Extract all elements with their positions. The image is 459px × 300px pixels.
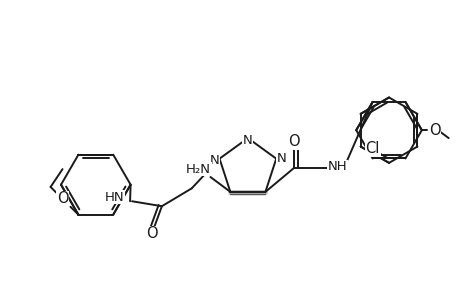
- Text: N: N: [242, 134, 252, 147]
- Text: O: O: [288, 134, 300, 149]
- Text: N: N: [209, 154, 219, 167]
- Text: O: O: [56, 191, 68, 206]
- Text: N: N: [276, 152, 285, 165]
- Text: NH: NH: [326, 160, 346, 173]
- Text: H₂N: H₂N: [185, 163, 211, 176]
- Text: O: O: [146, 226, 157, 242]
- Text: HN: HN: [104, 191, 124, 204]
- Text: O: O: [428, 123, 440, 138]
- Text: Cl: Cl: [364, 141, 379, 156]
